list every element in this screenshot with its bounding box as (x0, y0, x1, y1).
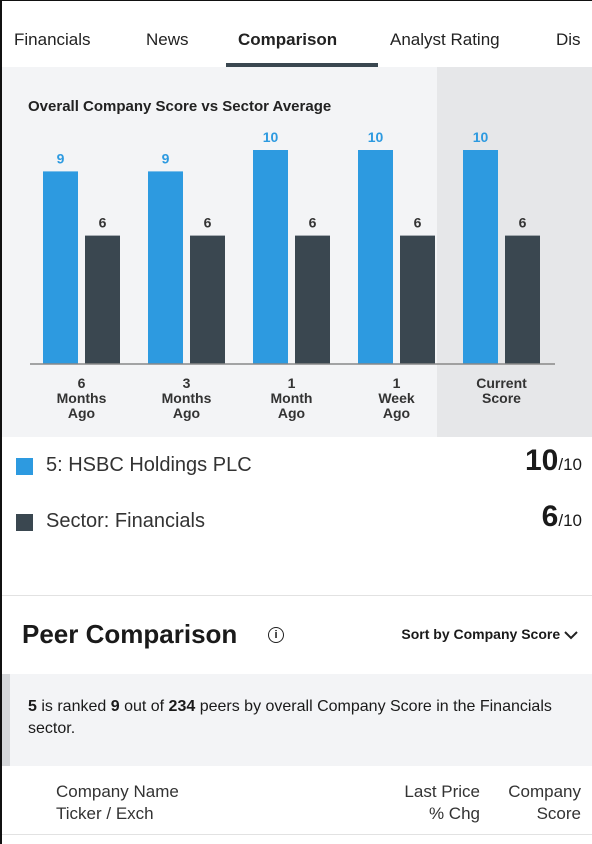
value-label: 10 (368, 129, 384, 145)
legend-label: 5: HSBC Holdings PLC (46, 454, 252, 476)
bar (295, 235, 330, 364)
bar (358, 150, 393, 364)
x-tick-label: 6 Months Ago (57, 375, 107, 421)
legend-swatch (16, 458, 33, 475)
score: 10/10 (525, 444, 582, 478)
ranking-part: 234 (168, 698, 196, 715)
sort-label: Sort by Company Score (401, 626, 561, 642)
label-line: Ago (173, 405, 200, 421)
value-label: 6 (204, 215, 212, 231)
legend-swatch (16, 514, 33, 531)
header-line: Ticker / Exch (56, 804, 154, 823)
label-line: Current (476, 375, 527, 391)
value-label: 10 (263, 129, 279, 145)
x-tick-label: Current Score (476, 375, 527, 406)
x-tick-label: 1 Week Ago (378, 375, 415, 421)
value-label: 6 (414, 215, 422, 231)
label-line: 6 (78, 375, 86, 391)
tab[interactable]: Dis (556, 30, 581, 49)
legend-item: Sector: Financials 6/10 (16, 500, 582, 538)
bar (148, 171, 183, 364)
label-line: Ago (383, 405, 410, 421)
divider (2, 595, 592, 596)
label-line: Ago (278, 405, 305, 421)
value-label: 10 (473, 129, 489, 145)
bar (463, 150, 498, 364)
ranking-part: is ranked (36, 698, 111, 715)
header-line: Company Name (56, 782, 179, 801)
ranking-box: 5 is ranked 9 out of 234 peers by overal… (2, 674, 592, 766)
label-line: Month (271, 390, 313, 406)
column-header[interactable]: Last Price % Chg (404, 781, 480, 825)
score-value: 6 (541, 500, 559, 533)
bar (505, 235, 540, 364)
tab[interactable]: Analyst Rating (390, 30, 500, 49)
legend-label: Sector: Financials (46, 510, 205, 532)
label-line: Score (482, 390, 521, 406)
label-line: 1 (393, 375, 401, 391)
legend-item: 5: HSBC Holdings PLC 10/10 (16, 444, 582, 482)
header-line: Last Price (404, 782, 480, 801)
tab[interactable]: Comparison (238, 30, 338, 49)
value-label: 6 (519, 215, 527, 231)
score-max: /10 (558, 455, 582, 474)
ranking-text: 5 is ranked 9 out of 234 peers by overal… (28, 696, 568, 740)
label-line: Ago (68, 405, 95, 421)
ranking-part: 5 (28, 698, 37, 715)
header-line: Score (536, 804, 581, 823)
sort-dropdown[interactable]: Sort by Company Score (401, 626, 578, 642)
ranking-part: 9 (110, 698, 120, 715)
bar (43, 171, 78, 364)
column-header[interactable]: Company Score (508, 781, 581, 825)
tab[interactable]: Financials (14, 30, 91, 49)
value-label: 9 (162, 150, 170, 166)
value-label: 6 (309, 215, 317, 231)
label-line: Months (162, 390, 212, 406)
header-line: % Chg (428, 804, 480, 823)
score-max: /10 (558, 511, 582, 530)
value-label: 9 (57, 150, 65, 166)
column-header[interactable]: Company Name Ticker / Exch (56, 781, 179, 825)
score-value: 10 (524, 444, 559, 477)
info-icon[interactable]: i (268, 627, 284, 643)
label-line: 3 (183, 375, 191, 391)
active-tab-indicator (226, 63, 378, 67)
x-tick-label: 1 Month Ago (271, 375, 313, 421)
chevron (564, 631, 578, 640)
chart: Overall Company Score vs Sector Average … (28, 98, 555, 421)
label-line: Months (57, 390, 107, 406)
bar (400, 235, 435, 364)
section-title: Peer Comparison (22, 619, 238, 649)
bar (253, 150, 288, 364)
chart-title: Overall Company Score vs Sector Average (28, 98, 331, 115)
x-tick-label: 3 Months Ago (162, 375, 212, 421)
label-line: Week (378, 390, 415, 406)
label-line: 1 (288, 375, 296, 391)
header-line: Company (508, 782, 581, 801)
divider (2, 834, 592, 835)
ranking-part: peers by overall Company Score in the Fi… (28, 698, 552, 737)
bar (190, 235, 225, 364)
value-label: 6 (99, 215, 107, 231)
bar (85, 235, 120, 364)
tab[interactable]: News (146, 30, 189, 49)
ranking-part: out of (119, 698, 169, 715)
score: 6/10 (542, 500, 582, 534)
